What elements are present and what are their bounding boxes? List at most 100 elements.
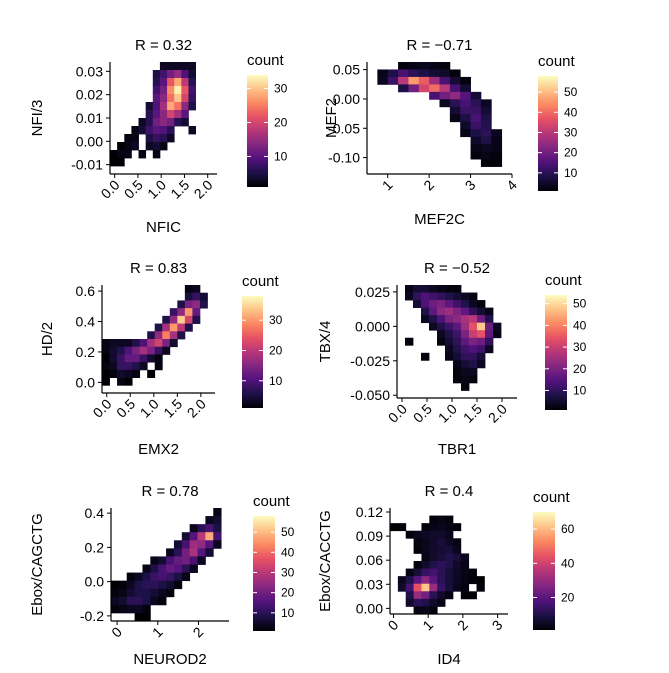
heatmap-cell [413, 568, 422, 577]
heatmap-cell [453, 352, 462, 361]
heatmap-cell [189, 556, 198, 565]
heatmap-cell [177, 300, 186, 309]
y-tick-label: 0.4 [85, 505, 105, 521]
heatmap-cell [437, 598, 446, 607]
panel-title: R = 0.32 [135, 37, 192, 54]
x-tick-label: 1.0 [137, 395, 162, 420]
heatmap-cell [134, 612, 143, 622]
heatmap-cell [126, 596, 135, 606]
heatmap-cell [445, 568, 454, 577]
x-tick-label: 3 [489, 616, 506, 633]
y-tick-label: -0.05 [328, 120, 360, 136]
heatmap-cell [477, 345, 486, 354]
heatmap-cell [413, 300, 422, 308]
heatmap-cell [429, 300, 438, 308]
y-axis-label: NFI/3 [29, 100, 46, 137]
heatmap-cell [139, 346, 148, 355]
heatmap-cell [167, 62, 175, 71]
heatmap-cell [480, 106, 492, 115]
heatmap-cell [109, 346, 118, 355]
legend-tick-label: 30 [269, 313, 283, 327]
heatmap-cell [405, 337, 414, 346]
color-legend: count 10 20 30 [242, 273, 283, 408]
heatmap-cell [469, 300, 478, 308]
heatmap-cell [445, 591, 454, 600]
heatmap-cell [139, 354, 148, 363]
heatmap-cell [117, 354, 125, 363]
heatmap-cell [491, 144, 503, 152]
heatmap-cell [413, 292, 422, 301]
heatmap-cell [145, 118, 154, 127]
heatmap-cell [162, 346, 171, 355]
heatmap-cell [159, 86, 168, 95]
heatmap-cell [397, 583, 407, 592]
heatmap-cell [102, 346, 110, 355]
heatmap-cell [174, 94, 182, 103]
heatmap-cell [162, 331, 171, 340]
heatmap-cell [158, 572, 167, 582]
legend-tick-label: 30 [281, 565, 295, 579]
heatmap-cell [476, 576, 485, 585]
heatmap-cell [408, 69, 420, 78]
heatmap-cell [181, 572, 191, 582]
legend-tick-label: 50 [564, 85, 578, 99]
heatmap-cell [111, 596, 120, 606]
heatmap-cell [460, 553, 470, 562]
legend-title: count [533, 489, 571, 506]
heatmap-cell [189, 548, 198, 557]
heatmap-cell [469, 330, 478, 339]
heatmap-cell [437, 515, 446, 524]
heatmap-cell [421, 561, 430, 569]
heatmap-cell [213, 524, 222, 533]
heatmap-cell [158, 588, 167, 598]
heatmap-cell [491, 159, 503, 167]
heatmap-cell [429, 523, 438, 532]
heatmap-cell [429, 553, 438, 562]
heatmap-cell [437, 576, 446, 585]
heatmap-cell [184, 315, 193, 324]
heatmap-cell [449, 91, 461, 100]
heatmap-cell [159, 62, 168, 71]
heatmap-cell [213, 540, 222, 549]
heatmap-cell [413, 285, 422, 293]
heatmap-cell [158, 580, 167, 590]
x-tick-label: 1.0 [435, 400, 460, 425]
heatmap-cell [469, 375, 478, 384]
heatmap-cell [491, 136, 503, 145]
y-tick-label: 0.03 [76, 63, 103, 79]
y-tick-label: 0.05 [333, 62, 360, 78]
heatmap-cell [124, 362, 133, 371]
x-tick-label: 2.0 [191, 176, 216, 201]
heatmap-cell [421, 352, 430, 361]
heatmap-cells [110, 62, 196, 167]
heatmap-cell [429, 307, 438, 316]
heatmap-cell [493, 330, 502, 339]
heatmap-cell [189, 540, 198, 549]
heatmap-cell [429, 322, 438, 331]
heatmap-cell [181, 86, 189, 95]
heatmap-cell [150, 564, 159, 573]
heatmap-cell [437, 300, 446, 308]
heatmap-cell [181, 62, 189, 71]
heatmap-cell [398, 69, 409, 78]
heatmap-cell [437, 561, 446, 569]
heatmap-cell [147, 331, 156, 340]
heatmap-cell [421, 300, 430, 308]
legend-tick-label: 10 [281, 606, 295, 620]
x-tick-label: 1 [379, 176, 396, 193]
legend-colorbar [538, 76, 558, 191]
heatmap-cell [199, 292, 208, 301]
heatmap-cell [461, 382, 470, 391]
heatmap-cell [152, 102, 161, 111]
y-tick-label: 0.00 [333, 91, 360, 107]
heatmap-cell [124, 142, 132, 151]
legend-colorbar [545, 295, 567, 410]
heatmap-cell [177, 315, 186, 324]
legend-tick-label: 20 [281, 586, 295, 600]
heatmap-cell [154, 354, 163, 363]
y-tick-label: -0.01 [71, 157, 103, 173]
color-legend: count 10 20 30 40 50 [253, 493, 295, 631]
legend-title: count [253, 493, 291, 510]
x-tick-label: 1 [419, 616, 436, 633]
